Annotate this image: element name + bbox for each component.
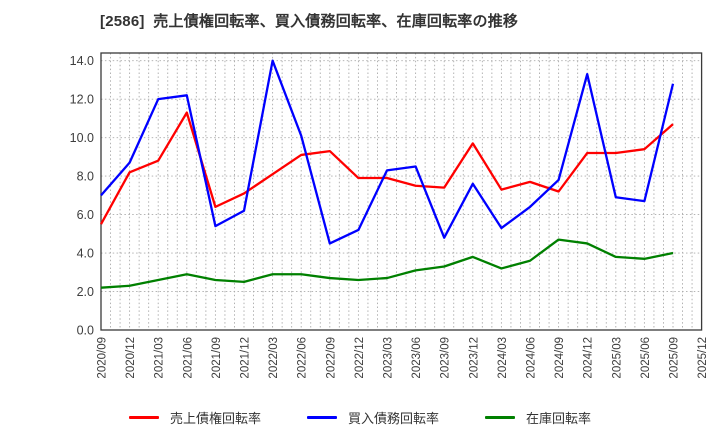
chart-canvas: 0.0 2.0 4.0 6.0 8.0 10.0 12.0 14.0 2020/09 2020/1… — [70, 52, 709, 379]
x-axis-tick-label: 2021/03 — [154, 337, 166, 379]
x-axis-tick-label: 2023/12 — [468, 337, 480, 379]
legend-label: 売上債権回転率 — [169, 410, 261, 426]
legend-line-blue — [306, 415, 337, 419]
x-axis-tick-label: 2024/03 — [497, 337, 509, 379]
x-axis-tick-label: 2020/09 — [97, 337, 109, 379]
x-axis-tick-label: 2023/09 — [440, 337, 452, 379]
y-axis-tick-label: 12.0 — [70, 93, 94, 107]
x-axis-tick-label: 2021/12 — [240, 337, 252, 379]
x-axis-tick-label: 2022/06 — [297, 337, 309, 379]
legend-line-red — [128, 415, 159, 419]
chart-legend: 売上債権回転率 買入債務回転率 在庫回転率 — [0, 402, 720, 432]
x-axis-tick-label: 2023/06 — [411, 337, 423, 379]
x-axis-tick-label: 2021/06 — [182, 337, 194, 379]
x-axis-tick-label: 2025/12 — [697, 337, 709, 379]
x-axis-tick-label: 2023/03 — [383, 337, 395, 379]
legend-item-receivables-turnover: 売上債権回転率 — [128, 408, 261, 427]
y-axis-tick-label: 8.0 — [77, 170, 94, 184]
x-axis-tick-label: 2024/12 — [583, 337, 595, 379]
y-axis-tick-label: 4.0 — [77, 247, 94, 261]
y-axis-tick-label: 14.0 — [70, 54, 94, 68]
legend-label: 買入債務回転率 — [347, 410, 439, 426]
x-axis-tick-label: 2025/06 — [640, 337, 652, 379]
series-line-2 — [100, 238, 674, 289]
series-line-1 — [100, 59, 675, 245]
x-axis-tick-label: 2022/09 — [325, 337, 337, 379]
x-axis-tick-label: 2024/09 — [554, 337, 566, 379]
x-axis-tick-label: 2022/12 — [354, 337, 366, 379]
series-line-0 — [99, 111, 674, 225]
x-axis-tick-label: 2025/03 — [611, 337, 623, 379]
turnover-line-chart: 0.0 2.0 4.0 6.0 8.0 10.0 12.0 14.0 2020/09 2020/1… — [70, 52, 709, 379]
chart-title: [2586] 売上債権回転率、買入債務回転率、在庫回転率の推移 — [100, 13, 519, 30]
legend-label: 在庫回転率 — [526, 410, 592, 426]
x-axis-tick-label: 2024/06 — [526, 337, 538, 379]
legend-item-payables-turnover: 買入債務回転率 — [306, 408, 439, 427]
legend-item-inventory-turnover: 在庫回転率 — [485, 408, 591, 427]
x-axis-tick-label: 2022/03 — [268, 337, 280, 379]
x-axis-tick-label: 2025/09 — [669, 337, 681, 379]
x-axis-tick-label: 2020/12 — [125, 337, 137, 379]
plot-border — [100, 52, 703, 331]
y-axis-tick-label: 2.0 — [77, 285, 94, 299]
x-axis-tick-label: 2021/09 — [211, 337, 223, 379]
y-axis-tick-label: 0.0 — [77, 324, 94, 338]
y-axis-tick-label: 10.0 — [70, 131, 94, 145]
legend-line-green — [485, 415, 515, 419]
y-axis-tick-label: 6.0 — [77, 208, 94, 222]
